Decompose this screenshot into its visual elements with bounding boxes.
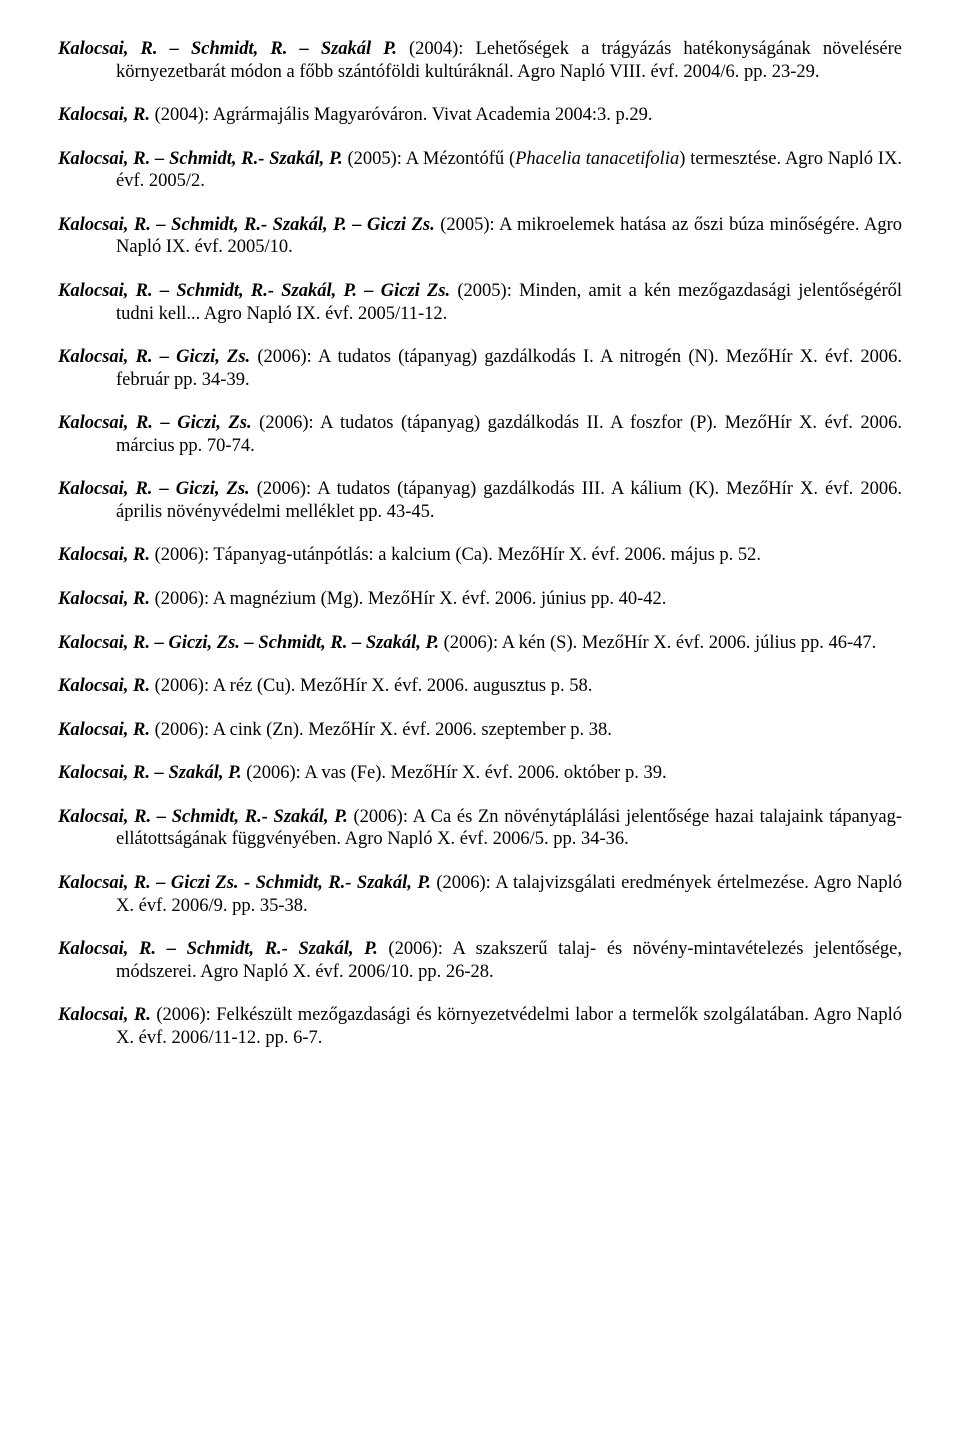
reference-rest: (2006): A kén (S). MezőHír X. évf. 2006.…	[439, 633, 876, 653]
reference-authors: Kalocsai, R.	[58, 720, 150, 740]
reference-entry: Kalocsai, R. – Schmidt, R.- Szakál, P. (…	[58, 806, 902, 851]
reference-entry: Kalocsai, R. – Giczi, Zs. (2006): A tuda…	[58, 478, 902, 523]
reference-rest: (2006): Felkészült mezőgazdasági és körn…	[116, 1005, 902, 1048]
reference-entry: Kalocsai, R. – Schmidt, R.- Szakál, P. (…	[58, 938, 902, 983]
reference-entry: Kalocsai, R. – Schmidt, R.- Szakál, P. (…	[58, 148, 902, 193]
reference-authors: Kalocsai, R.	[58, 1005, 151, 1025]
reference-entry: Kalocsai, R. – Giczi, Zs. (2006): A tuda…	[58, 412, 902, 457]
reference-entry: Kalocsai, R. – Schmidt, R. – Szakál P. (…	[58, 38, 902, 83]
reference-authors: Kalocsai, R.	[58, 589, 150, 609]
reference-authors: Kalocsai, R. – Schmidt, R.- Szakál, P. –…	[58, 215, 435, 235]
reference-entry: Kalocsai, R. – Schmidt, R.- Szakál, P. –…	[58, 214, 902, 259]
reference-authors: Kalocsai, R. – Giczi Zs. - Schmidt, R.- …	[58, 873, 431, 893]
reference-authors: Kalocsai, R. – Giczi, Zs.	[58, 413, 252, 433]
reference-rest: (2006): A vas (Fe). MezőHír X. évf. 2006…	[242, 763, 667, 783]
reference-authors: Kalocsai, R. – Giczi, Zs.	[58, 347, 250, 367]
reference-rest: (2004): Agrármajális Magyaróváron. Vivat…	[150, 105, 653, 125]
reference-entry: Kalocsai, R. – Szakál, P. (2006): A vas …	[58, 762, 902, 785]
reference-entry: Kalocsai, R. (2004): Agrármajális Magyar…	[58, 104, 902, 127]
reference-authors: Kalocsai, R.	[58, 105, 150, 125]
reference-authors: Kalocsai, R. – Schmidt, R.- Szakál, P.	[58, 939, 378, 959]
reference-rest: (2006): Tápanyag-utánpótlás: a kalcium (…	[150, 545, 761, 565]
reference-rest: (2006): A cink (Zn). MezőHír X. évf. 200…	[150, 720, 612, 740]
reference-entry: Kalocsai, R. (2006): A magnézium (Mg). M…	[58, 588, 902, 611]
reference-entry: Kalocsai, R. – Giczi, Zs. (2006): A tuda…	[58, 346, 902, 391]
reference-authors: Kalocsai, R. – Schmidt, R.- Szakál, P.	[58, 807, 348, 827]
reference-entry: Kalocsai, R. (2006): Felkészült mezőgazd…	[58, 1004, 902, 1049]
reference-authors: Kalocsai, R. – Schmidt, R.- Szakál, P.	[58, 149, 343, 169]
reference-authors: Kalocsai, R. – Szakál, P.	[58, 763, 242, 783]
reference-entry: Kalocsai, R. (2006): A cink (Zn). MezőHí…	[58, 719, 902, 742]
reference-authors: Kalocsai, R.	[58, 545, 150, 565]
reference-entry: Kalocsai, R. (2006): A réz (Cu). MezőHír…	[58, 675, 902, 698]
reference-rest: (2006): A magnézium (Mg). MezőHír X. évf…	[150, 589, 666, 609]
reference-rest: (2006): A réz (Cu). MezőHír X. évf. 2006…	[150, 676, 592, 696]
reference-entry: Kalocsai, R. (2006): Tápanyag-utánpótlás…	[58, 544, 902, 567]
reference-authors: Kalocsai, R.	[58, 676, 150, 696]
reference-entry: Kalocsai, R. – Schmidt, R.- Szakál, P. –…	[58, 280, 902, 325]
reference-authors: Kalocsai, R. – Giczi, Zs.	[58, 479, 250, 499]
reference-entry: Kalocsai, R. – Giczi Zs. - Schmidt, R.- …	[58, 872, 902, 917]
reference-rest-prefix: (2005): A Mézontófű (	[343, 149, 515, 169]
reference-entry: Kalocsai, R. – Giczi, Zs. – Schmidt, R. …	[58, 632, 902, 655]
reference-authors: Kalocsai, R. – Schmidt, R. – Szakál P.	[58, 39, 397, 59]
reference-authors: Kalocsai, R. – Giczi, Zs. – Schmidt, R. …	[58, 633, 439, 653]
reference-authors: Kalocsai, R. – Schmidt, R.- Szakál, P. –…	[58, 281, 450, 301]
reference-species-italic: Phacelia tanacetifolia	[515, 149, 679, 169]
